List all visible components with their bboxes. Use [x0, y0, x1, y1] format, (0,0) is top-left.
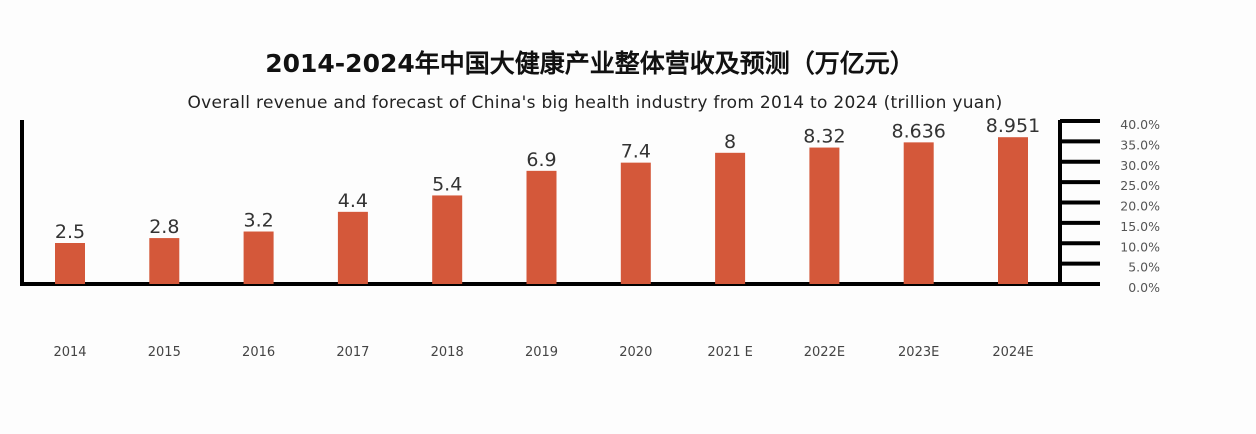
value-label: 8.636 [891, 120, 945, 142]
value-label: 5.4 [432, 173, 462, 195]
value-label: 3.2 [243, 210, 273, 232]
category-label: 2018 [431, 345, 464, 360]
right-axis-tick-label: 25.0% [1120, 178, 1160, 193]
right-axis-tick-label: 0.0% [1128, 280, 1160, 295]
category-label: 2022E [804, 345, 845, 360]
right-axis-tick-label: 40.0% [1120, 117, 1160, 132]
category-label: 2017 [336, 345, 369, 360]
bar-2016 [243, 231, 274, 284]
category-label: 2024E [992, 345, 1033, 360]
right-axis-tick-label: 30.0% [1120, 158, 1160, 173]
value-label: 2.8 [149, 216, 179, 238]
category-label: 2023E [898, 345, 939, 360]
category-label: 2016 [242, 345, 275, 360]
value-label: 6.9 [526, 149, 556, 171]
right-axis-tick-label: 15.0% [1120, 219, 1160, 234]
bar-2020 [620, 162, 651, 284]
value-label: 2.5 [55, 221, 85, 243]
right-axis-tick-label: 5.0% [1128, 260, 1160, 275]
bar-2023E [903, 142, 934, 284]
chart-title: 2014-2024年中国大健康产业整体营收及预测（万亿元） [265, 49, 915, 78]
category-label: 2020 [619, 345, 652, 360]
chart-subtitle: Overall revenue and forecast of China's … [187, 93, 1003, 113]
value-label: 8.32 [803, 126, 845, 148]
bar-2019 [526, 170, 557, 284]
right-axis-tick-label: 35.0% [1120, 137, 1160, 152]
value-label: 4.4 [338, 190, 368, 212]
bar-2024E [998, 137, 1028, 284]
right-axis-tick-label: 10.0% [1120, 239, 1160, 254]
category-label: 2019 [525, 345, 558, 360]
right-axis-tick-label: 20.0% [1120, 199, 1160, 214]
value-label: 8.951 [986, 115, 1040, 137]
category-label: 2014 [53, 345, 86, 360]
value-label: 7.4 [621, 141, 651, 163]
bar-2017 [337, 211, 368, 284]
value-label: 8 [724, 131, 736, 153]
bar-2021E [715, 152, 746, 284]
category-label: 2021 E [707, 345, 752, 360]
bar-2014 [55, 243, 85, 284]
category-label: 2015 [148, 345, 181, 360]
bar-2018 [432, 195, 463, 284]
bar-2015 [149, 238, 180, 284]
bar-2022E [809, 147, 840, 284]
